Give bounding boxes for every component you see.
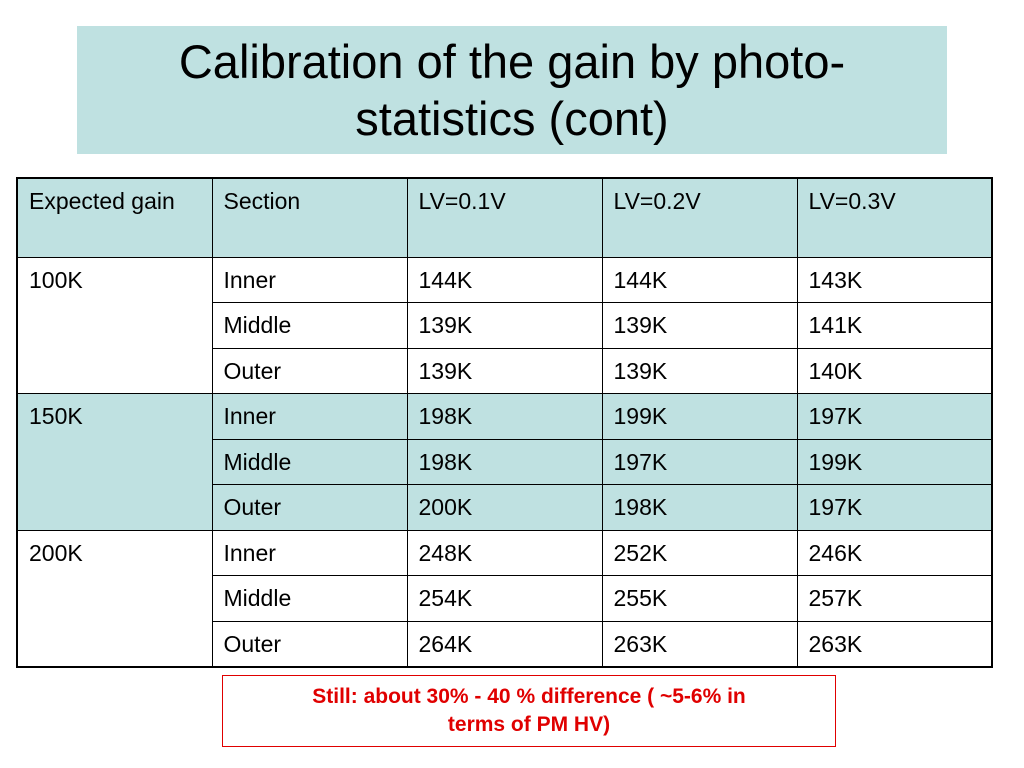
slide-title: Calibration of the gain by photo- statis… bbox=[77, 26, 947, 154]
value-cell: 200K bbox=[406, 484, 603, 531]
table-row: 100K Inner 144K 144K 143K bbox=[16, 256, 993, 394]
section-cell: Inner bbox=[211, 393, 408, 440]
slide-title-line-2: statistics (cont) bbox=[355, 92, 669, 145]
value-cell: 197K bbox=[601, 438, 798, 485]
value-cell: 263K bbox=[601, 620, 798, 667]
note-line-1: Still: about 30% - 40 % difference ( ~5-… bbox=[312, 685, 746, 708]
value-cell: 144K bbox=[601, 256, 798, 303]
value-cell: 140K bbox=[796, 347, 993, 394]
value-cell: 252K bbox=[601, 529, 798, 576]
value-cell: 139K bbox=[601, 302, 798, 349]
table-row: 200K Inner 248K 252K 246K bbox=[16, 529, 993, 667]
value-cell: 198K bbox=[406, 438, 603, 485]
value-cell: 248K bbox=[406, 529, 603, 576]
value-cell: 197K bbox=[796, 393, 993, 440]
table-header-row: Expected gain Section LV=0.1V LV=0.2V LV… bbox=[16, 177, 993, 258]
header-expected-gain: Expected gain bbox=[16, 177, 213, 258]
section-cell: Middle bbox=[211, 575, 408, 622]
section-cell: Middle bbox=[211, 302, 408, 349]
expected-gain-cell: 200K bbox=[16, 529, 213, 667]
header-lv-0-2: LV=0.2V bbox=[601, 177, 798, 258]
value-cell: 199K bbox=[601, 393, 798, 440]
section-cell: Inner bbox=[211, 256, 408, 303]
value-cell: 139K bbox=[406, 302, 603, 349]
value-cell: 199K bbox=[796, 438, 993, 485]
table-row: Middle 139K 139K 141K bbox=[17, 302, 993, 349]
section-cell: Middle bbox=[211, 438, 408, 485]
expected-gain-cell: 150K bbox=[16, 393, 213, 531]
table-row: 150K Inner 198K 199K 197K bbox=[16, 393, 993, 531]
header-section: Section bbox=[211, 177, 408, 258]
section-cell: Outer bbox=[211, 347, 408, 394]
value-cell: 198K bbox=[406, 393, 603, 440]
value-cell: 198K bbox=[601, 484, 798, 531]
slide-title-line-1: Calibration of the gain by photo- bbox=[178, 35, 846, 88]
header-lv-0-1: LV=0.1V bbox=[406, 177, 603, 258]
value-cell: 144K bbox=[406, 256, 603, 303]
section-cell: Outer bbox=[211, 484, 408, 531]
value-cell: 257K bbox=[796, 575, 993, 622]
gain-calibration-table: Expected gain Section LV=0.1V LV=0.2V LV… bbox=[16, 177, 993, 668]
value-cell: 139K bbox=[406, 347, 603, 394]
note-line-2: terms of PM HV) bbox=[447, 713, 611, 736]
value-cell: 143K bbox=[796, 256, 993, 303]
difference-note-box: Still: about 30% - 40 % difference ( ~5-… bbox=[222, 675, 836, 747]
section-cell: Outer bbox=[211, 620, 408, 667]
value-cell: 264K bbox=[406, 620, 603, 667]
value-cell: 139K bbox=[601, 347, 798, 394]
value-cell: 263K bbox=[796, 620, 993, 667]
value-cell: 254K bbox=[406, 575, 603, 622]
value-cell: 246K bbox=[796, 529, 993, 576]
header-lv-0-3: LV=0.3V bbox=[796, 177, 993, 258]
expected-gain-cell: 100K bbox=[16, 256, 213, 394]
value-cell: 141K bbox=[796, 302, 993, 349]
value-cell: 255K bbox=[601, 575, 798, 622]
section-cell: Inner bbox=[211, 529, 408, 576]
value-cell: 197K bbox=[796, 484, 993, 531]
